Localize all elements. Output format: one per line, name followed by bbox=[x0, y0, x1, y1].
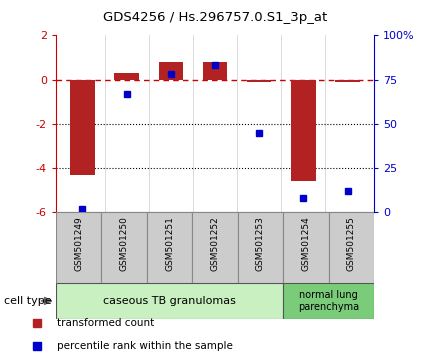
Text: GSM501251: GSM501251 bbox=[165, 216, 174, 271]
Text: GSM501253: GSM501253 bbox=[256, 216, 265, 271]
Bar bbox=[114, 73, 139, 80]
Bar bbox=[192, 212, 238, 283]
Bar bbox=[291, 80, 316, 181]
Text: GSM501249: GSM501249 bbox=[74, 216, 83, 271]
Text: GDS4256 / Hs.296757.0.S1_3p_at: GDS4256 / Hs.296757.0.S1_3p_at bbox=[103, 11, 327, 24]
Text: GSM501254: GSM501254 bbox=[301, 216, 310, 271]
Text: transformed count: transformed count bbox=[57, 318, 154, 329]
Bar bbox=[238, 212, 283, 283]
Bar bbox=[329, 212, 374, 283]
Bar bbox=[247, 80, 271, 82]
Text: cell type: cell type bbox=[4, 296, 52, 306]
Text: GSM501255: GSM501255 bbox=[347, 216, 356, 271]
Bar bbox=[159, 62, 183, 80]
Text: caseous TB granulomas: caseous TB granulomas bbox=[103, 296, 236, 306]
Text: GSM501250: GSM501250 bbox=[120, 216, 129, 271]
Text: normal lung
parenchyma: normal lung parenchyma bbox=[298, 290, 359, 312]
Bar bbox=[147, 212, 192, 283]
Bar bbox=[56, 212, 101, 283]
Text: percentile rank within the sample: percentile rank within the sample bbox=[57, 341, 233, 350]
Bar bbox=[203, 62, 227, 80]
Bar bbox=[101, 212, 147, 283]
Bar bbox=[70, 80, 95, 175]
Bar bbox=[335, 80, 360, 82]
Text: GSM501252: GSM501252 bbox=[211, 216, 219, 271]
Bar bbox=[283, 212, 329, 283]
Bar bbox=[56, 283, 283, 319]
Bar bbox=[283, 283, 374, 319]
